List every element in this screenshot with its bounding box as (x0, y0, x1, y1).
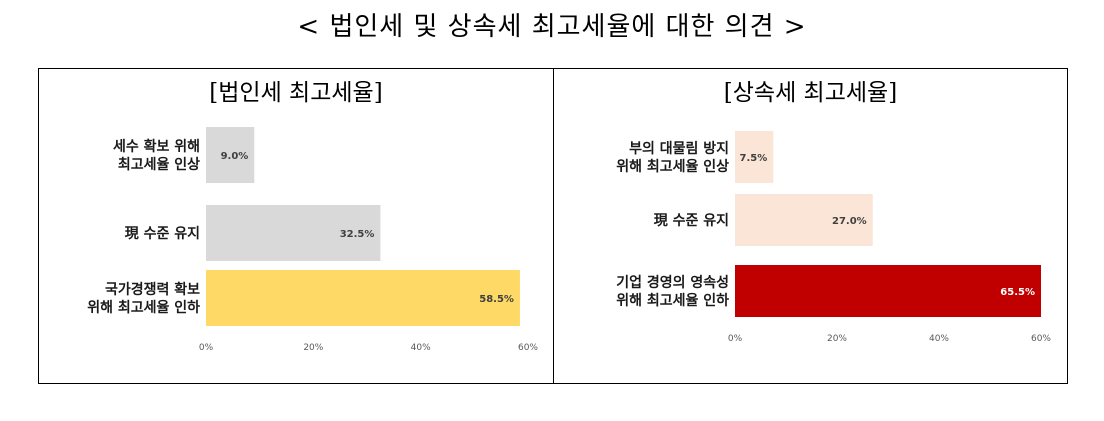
bar (206, 270, 520, 326)
x-tick-label: 0% (728, 334, 743, 344)
category-label: 국가경쟁력 확보 위해 최고세율 인하 (87, 281, 200, 316)
bar-value-label: 32.5% (340, 229, 375, 240)
x-tick-label: 60% (1031, 334, 1051, 344)
chart-title: [법인세 최고세율] (209, 80, 383, 106)
category-label: 세수 확보 위해 최고세율 인상 (113, 138, 200, 173)
x-tick-label: 40% (929, 334, 949, 344)
inheritance-tax-chart-panel: [상속세 최고세율] 7.5% 부의 대물림 방지 위해 최고세율 인상 27.0% 現… (553, 68, 1068, 384)
bar-value-label: 58.5% (479, 294, 514, 305)
corporate-tax-chart-panel: [법인세 최고세율] 9.0% 세수 확보 위해 최고세율 인상 32.5% 現 수준 … (38, 68, 554, 384)
bar (735, 194, 873, 246)
bar-value-label: 9.0% (221, 151, 249, 162)
corporate-tax-bar-chart: 9.0% 세수 확보 위해 최고세율 인상 32.5% 現 수준 유지 58.5% 국가경쟁… (87, 127, 538, 353)
inheritance-tax-bar-chart: 7.5% 부의 대물림 방지 위해 최고세율 인상 27.0% 現 수준 유지 65.5%… (616, 131, 1051, 344)
bar (206, 205, 381, 261)
x-tick-label: 0% (199, 343, 214, 353)
bar-value-label: 65.5% (1000, 287, 1035, 298)
bar-value-label: 27.0% (832, 216, 867, 227)
bar (735, 131, 774, 183)
x-tick-label: 40% (411, 343, 431, 353)
x-tick-label: 60% (518, 343, 538, 353)
bar-value-label: 7.5% (740, 153, 768, 164)
bar (206, 127, 255, 183)
x-tick-label: 20% (303, 343, 323, 353)
page-title: < 법인세 및 상속세 최고세율에 대한 의견 > (297, 12, 807, 42)
x-tick-label: 20% (827, 334, 847, 344)
chart-title: [상속세 최고세율] (723, 80, 898, 106)
bar (735, 265, 1041, 317)
category-label: 기업 경영의 영속성 위해 최고세율 인하 (616, 274, 729, 309)
category-label: 現 수준 유지 (654, 213, 729, 229)
category-label: 부의 대물림 방지 위해 최고세율 인상 (616, 140, 729, 175)
category-label: 現 수준 유지 (125, 226, 200, 242)
